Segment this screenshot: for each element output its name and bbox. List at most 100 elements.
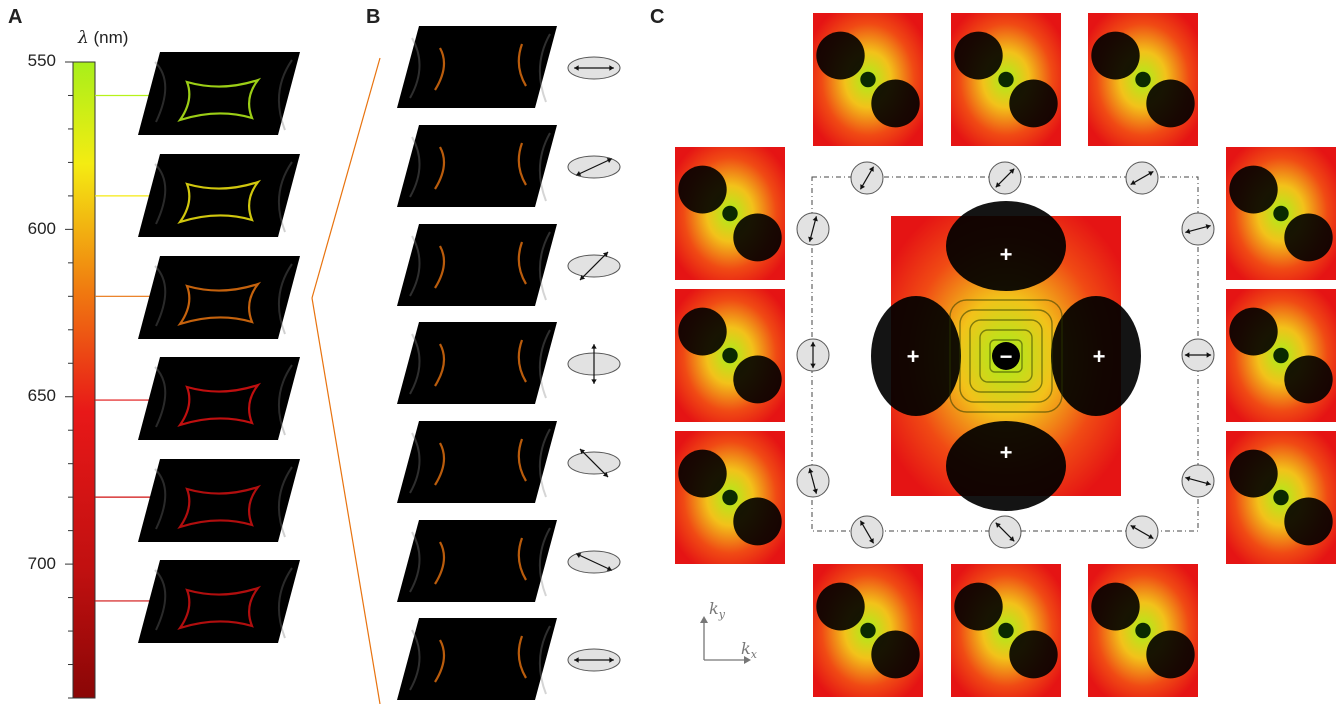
band-arc xyxy=(409,231,551,301)
dark-lobe xyxy=(1091,582,1140,631)
arrow-head-icon xyxy=(1205,224,1211,230)
isofrequency-contour xyxy=(177,484,262,530)
sign-label-left: + xyxy=(907,344,920,369)
dark-lobe xyxy=(816,582,865,631)
arrow-head-icon xyxy=(1009,536,1015,542)
arrow-head-icon xyxy=(995,182,1001,188)
polarizer-icon-right xyxy=(1181,464,1215,498)
polarization-map-right xyxy=(1226,147,1336,280)
arrow-head-icon xyxy=(602,251,609,258)
dark-lobe xyxy=(733,355,782,404)
ky-label: ky xyxy=(709,599,726,621)
dark-lobe xyxy=(1284,355,1333,404)
arrow-head-icon xyxy=(1206,352,1212,358)
panel-label-b: B xyxy=(366,6,381,28)
ky-label-sub: y xyxy=(718,608,726,621)
arrow-head-icon xyxy=(591,379,597,384)
polarizer-icon-bottom xyxy=(850,515,884,549)
singularity-dot xyxy=(722,489,738,506)
polarizer-icon-top xyxy=(988,161,1022,195)
polarizer-icon-bottom xyxy=(988,515,1022,549)
polarization-map-right xyxy=(1226,289,1336,422)
arrow-head-icon xyxy=(995,522,1001,528)
polarized-kspace-image xyxy=(397,618,557,700)
polarizer-icon-top xyxy=(1125,161,1159,195)
polarizer-icon xyxy=(567,550,621,574)
dark-lobe xyxy=(1009,630,1058,679)
arrow-head-icon xyxy=(576,171,582,176)
singularity-dot xyxy=(998,622,1014,639)
polarizer-icon-bottom xyxy=(1125,515,1159,549)
colorbar-unit: (nm) xyxy=(93,28,129,47)
kspace-image-a xyxy=(138,459,300,542)
arrow-head-icon xyxy=(606,158,612,163)
polarized-contour xyxy=(434,537,527,585)
isofrequency-contour xyxy=(177,179,262,225)
arrow-head-icon xyxy=(602,471,609,478)
arrow-head-icon xyxy=(1148,533,1154,539)
dark-lobe xyxy=(1146,630,1195,679)
dark-lobe xyxy=(816,31,865,80)
polarizer-icon xyxy=(567,344,621,384)
dark-lobe xyxy=(1091,31,1140,80)
kspace-image-background xyxy=(138,357,300,440)
sign-label-bottom: + xyxy=(1000,440,1013,465)
arrow-head-icon xyxy=(868,538,874,544)
arrow-head-icon xyxy=(1148,171,1154,177)
kspace-image-background xyxy=(397,125,557,207)
singularity-dot xyxy=(722,347,738,364)
kx-label-main: k xyxy=(741,639,751,658)
fringe-contour xyxy=(989,339,1023,373)
dark-lobe xyxy=(871,630,920,679)
dark-lobe xyxy=(954,31,1003,80)
arrow-head-icon xyxy=(574,657,579,663)
kspace-image-background xyxy=(138,560,300,643)
colorbar-unit-label: λ (nm) xyxy=(78,28,128,48)
dark-lobe xyxy=(1229,165,1278,214)
panel-a-figure xyxy=(65,52,381,704)
panel-b-figure xyxy=(397,26,621,700)
arrow-head-icon xyxy=(609,657,614,663)
polarizer-icon-top xyxy=(850,161,884,195)
singularity-dot xyxy=(1273,205,1289,222)
band-arc xyxy=(154,161,293,233)
singularity-dot xyxy=(860,622,876,639)
kx-arrow-icon xyxy=(744,656,751,664)
polarizer-icon xyxy=(567,648,621,672)
arrow-head-icon xyxy=(860,184,866,190)
kspace-image-background xyxy=(138,256,300,339)
singularity-dot xyxy=(860,71,876,88)
polarizer-icon-left xyxy=(796,212,830,246)
polarized-kspace-image xyxy=(397,520,557,602)
band-arc xyxy=(154,59,293,131)
arrow-head-icon xyxy=(591,344,597,349)
panel-label-c: C xyxy=(650,6,665,28)
polarized-kspace-image xyxy=(397,26,557,108)
kspace-image-background xyxy=(397,421,557,503)
band-arc xyxy=(409,329,551,399)
dark-lobe-right xyxy=(1051,296,1141,416)
polarization-map-bottom xyxy=(951,564,1061,697)
colorbar-tick-label-650: 650 xyxy=(27,386,56,405)
arrow-head-icon xyxy=(808,468,814,474)
dark-lobe xyxy=(1284,497,1333,546)
colorbar-tick-label-600: 600 xyxy=(27,219,56,238)
kspace-image-background xyxy=(397,224,557,306)
dark-lobe xyxy=(678,165,727,214)
colorbar xyxy=(72,61,96,699)
polarized-kspace-image xyxy=(397,421,557,503)
polarized-kspace-image xyxy=(397,125,557,207)
arrow-head-icon xyxy=(860,520,866,526)
band-arc xyxy=(409,527,551,597)
arrow-head-icon xyxy=(1205,480,1211,486)
arrow-head-icon xyxy=(609,65,614,71)
band-arc xyxy=(154,263,293,335)
band-arc xyxy=(409,625,551,695)
polarizer-icon-right xyxy=(1181,338,1215,372)
central-singularity xyxy=(992,342,1020,370)
band-arc xyxy=(154,466,293,538)
sign-label-top: + xyxy=(1000,242,1013,267)
arrow-head-icon xyxy=(1130,525,1136,531)
polarization-arrow-icon xyxy=(575,158,613,176)
